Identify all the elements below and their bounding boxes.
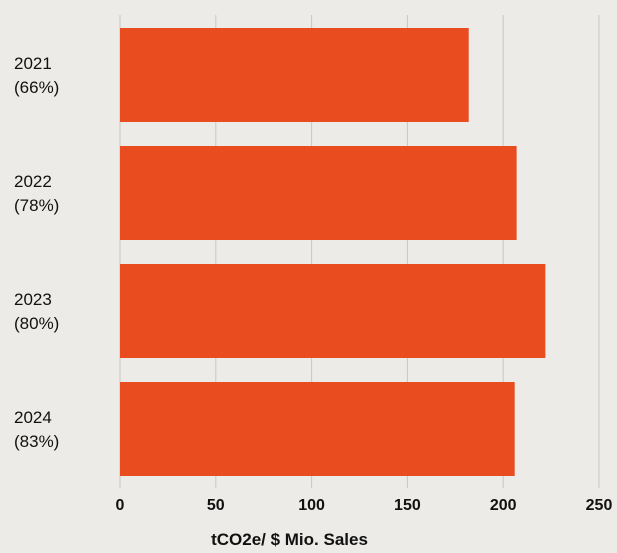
bar: [120, 146, 517, 240]
x-tick-labels: 0 50 100 150 200 250: [116, 497, 613, 514]
bar: [120, 264, 546, 358]
x-axis-title: tCO2e/ $ Mio. Sales: [211, 530, 368, 549]
category-label: 2023: [14, 290, 52, 309]
x-tick-label: 150: [394, 497, 421, 514]
x-tick-label: 100: [298, 497, 325, 514]
x-tick-label: 200: [490, 497, 517, 514]
x-tick-label: 0: [116, 497, 125, 514]
bar: [120, 28, 469, 122]
category-labels: 2021 (66%) 2022 (78%) 2023 (80%) 2024 (83%): [14, 54, 59, 451]
category-label: 2024: [14, 408, 52, 427]
category-label: 2021: [14, 54, 52, 73]
category-label: (80%): [14, 314, 59, 333]
category-label: (78%): [14, 196, 59, 215]
x-tick-label: 250: [586, 497, 613, 514]
category-label: 2022: [14, 172, 52, 191]
x-tick-label: 50: [207, 497, 225, 514]
category-label: (66%): [14, 78, 59, 97]
category-label: (83%): [14, 432, 59, 451]
bars: [120, 28, 546, 476]
bar: [120, 382, 515, 476]
